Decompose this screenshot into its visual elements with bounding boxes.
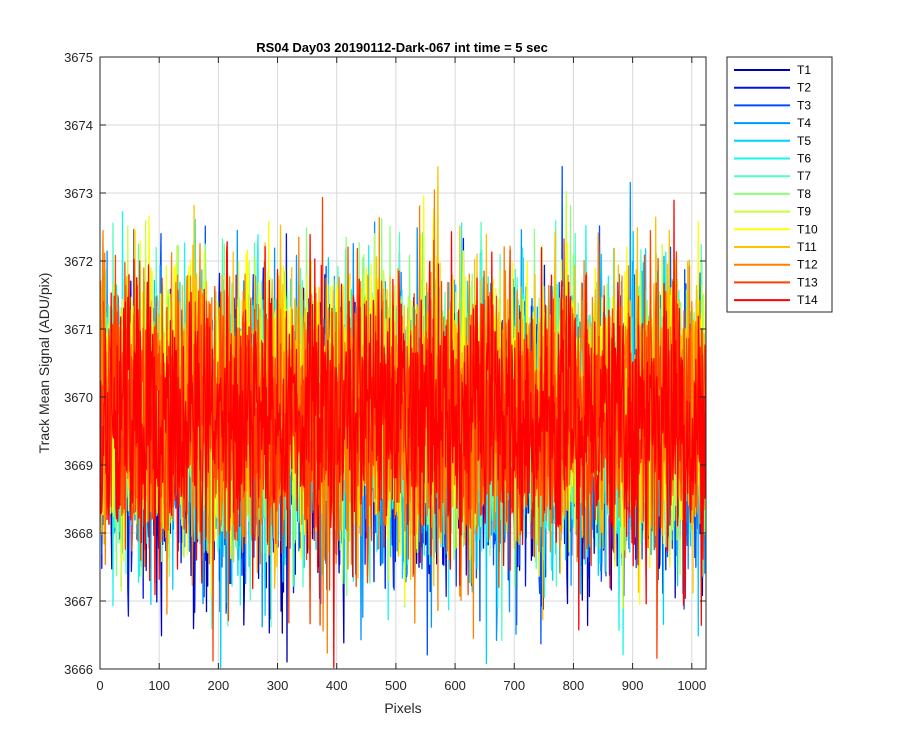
legend-label-t3: T3: [797, 98, 811, 112]
legend-label-t9: T9: [797, 205, 811, 219]
series-line-t13: [100, 196, 706, 662]
legend-label-t7: T7: [797, 169, 811, 183]
x-tick-label: 1000: [677, 678, 706, 693]
x-tick-label: 800: [563, 678, 585, 693]
x-tick-label: 300: [267, 678, 289, 693]
y-axis-label: Track Mean Signal (ADU/pix): [36, 273, 52, 454]
plot-area: 0 100 200 300 400 500 600 700 800 900 1000 3666366…: [64, 50, 707, 693]
y-tick-label: 3666: [64, 662, 93, 677]
x-axis-ticks: 0 100 200 300 400 500 600 700 800 900 1000: [96, 57, 706, 693]
x-tick-label: 700: [503, 678, 525, 693]
legend-label-t5: T5: [797, 134, 811, 148]
legend-label-t10: T10: [797, 222, 818, 236]
chart-title: RS04 Day03 20190112-Dark-067 int time = …: [256, 40, 548, 55]
series-group: [100, 165, 706, 669]
y-tick-label: 3667: [64, 594, 93, 609]
legend-label-t8: T8: [797, 187, 811, 201]
legend-label-t1: T1: [797, 63, 811, 77]
legend: T1 T2 T3 T4 T5 T6 T7 T8 T9 T10 T11 T12 T13 T14: [726, 56, 833, 313]
legend-label-t13: T13: [797, 275, 818, 289]
x-tick-label: 0: [96, 678, 103, 693]
x-axis-label: Pixels: [384, 700, 421, 716]
y-tick-label: 3671: [64, 322, 93, 337]
x-tick-label: 500: [385, 678, 407, 693]
legend-items: T1 T2 T3 T4 T5 T6 T7 T8 T9 T10 T11 T12 T13 T14: [734, 63, 818, 307]
plot-frame: [99, 56, 707, 670]
y-tick-label: 3669: [64, 458, 93, 473]
y-tick-label: 3675: [64, 50, 93, 65]
y-tick-label: 3668: [64, 526, 93, 541]
series-line-t14: [100, 199, 706, 669]
legend-label-t11: T11: [797, 240, 817, 254]
x-tick-label: 100: [148, 678, 170, 693]
legend-label-t2: T2: [797, 81, 811, 95]
legend-label-t14: T14: [797, 293, 818, 307]
legend-label-t12: T12: [797, 258, 818, 272]
y-axis-ticks: 3666 3667 3668 3669 3670 3671 3672 3673 3674 3675: [64, 50, 706, 677]
x-tick-label: 900: [622, 678, 644, 693]
x-tick-label: 200: [208, 678, 230, 693]
y-tick-label: 3673: [64, 186, 93, 201]
legend-label-t4: T4: [797, 116, 811, 130]
legend-box: [726, 56, 833, 313]
x-tick-label: 600: [444, 678, 466, 693]
x-tick-label: 400: [326, 678, 348, 693]
y-tick-label: 3670: [64, 390, 93, 405]
legend-label-t6: T6: [797, 152, 811, 166]
y-tick-label: 3672: [64, 254, 93, 269]
y-tick-label: 3674: [64, 118, 93, 133]
